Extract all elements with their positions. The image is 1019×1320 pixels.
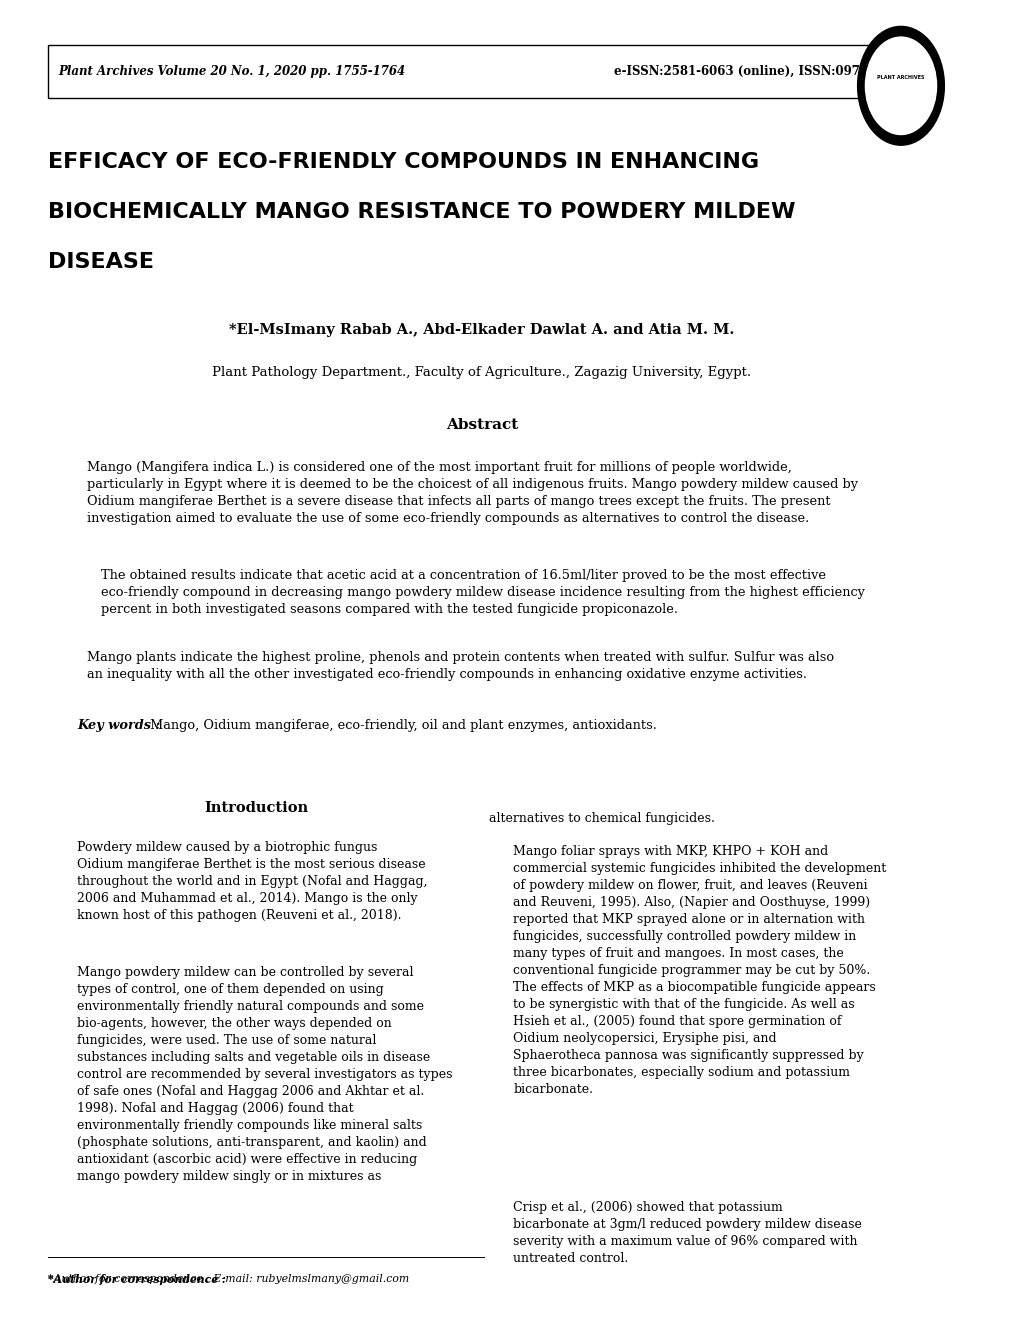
Text: Plant Pathology Department., Faculty of Agriculture., Zagazig University, Egypt.: Plant Pathology Department., Faculty of …: [212, 366, 751, 379]
Circle shape: [864, 37, 935, 135]
Text: e-ISSN:2581-6063 (online), ISSN:0972-5210: e-ISSN:2581-6063 (online), ISSN:0972-521…: [613, 65, 905, 78]
Text: BIOCHEMICALLY MANGO RESISTANCE TO POWDERY MILDEW: BIOCHEMICALLY MANGO RESISTANCE TO POWDER…: [48, 202, 795, 222]
Text: Introduction: Introduction: [204, 801, 309, 816]
Text: Mango foliar sprays with MKP, KHPO + KOH and
commercial systemic fungicides inhi: Mango foliar sprays with MKP, KHPO + KOH…: [513, 845, 886, 1096]
Text: Mango powdery mildew can be controlled by several
types of control, one of them : Mango powdery mildew can be controlled b…: [77, 966, 452, 1183]
Text: PLANT ARCHIVES: PLANT ARCHIVES: [876, 75, 924, 81]
Text: Plant Archives Volume 20 No. 1, 2020 pp. 1755-1764: Plant Archives Volume 20 No. 1, 2020 pp.…: [58, 65, 405, 78]
FancyBboxPatch shape: [48, 45, 914, 98]
Text: Crisp et al., (2006) showed that potassium
bicarbonate at 3gm/l reduced powdery : Crisp et al., (2006) showed that potassi…: [513, 1201, 861, 1265]
Text: Abstract: Abstract: [445, 418, 518, 433]
Text: Mango plants indicate the highest proline, phenols and protein contents when tre: Mango plants indicate the highest prolin…: [87, 651, 834, 681]
Text: Mango, Oidium mangiferae, eco-friendly, oil and plant enzymes, antioxidants.: Mango, Oidium mangiferae, eco-friendly, …: [147, 719, 656, 733]
Text: DISEASE: DISEASE: [48, 252, 154, 272]
Text: EFFICACY OF ECO-FRIENDLY COMPOUNDS IN ENHANCING: EFFICACY OF ECO-FRIENDLY COMPOUNDS IN EN…: [48, 152, 758, 172]
Text: Mango (Mangifera indica L.) is considered one of the most important fruit for mi: Mango (Mangifera indica L.) is considere…: [87, 461, 857, 524]
Text: *El-MsImany Rabab A., Abd-Elkader Dawlat A. and Atia M. M.: *El-MsImany Rabab A., Abd-Elkader Dawlat…: [229, 323, 734, 338]
Text: *Author for correspondence : E-mail: rubyelmslmany@gmail.com: *Author for correspondence : E-mail: rub…: [48, 1274, 409, 1284]
Text: alternatives to chemical fungicides.: alternatives to chemical fungicides.: [488, 812, 714, 825]
Text: *Author for correspondence :: *Author for correspondence :: [48, 1274, 226, 1284]
Text: Powdery mildew caused by a biotrophic fungus
Oidium mangiferae Berthet is the mo: Powdery mildew caused by a biotrophic fu…: [77, 841, 427, 921]
Text: Key words :: Key words :: [77, 719, 160, 733]
Circle shape: [857, 26, 944, 145]
Text: The obtained results indicate that acetic acid at a concentration of 16.5ml/lite: The obtained results indicate that aceti…: [101, 569, 864, 616]
